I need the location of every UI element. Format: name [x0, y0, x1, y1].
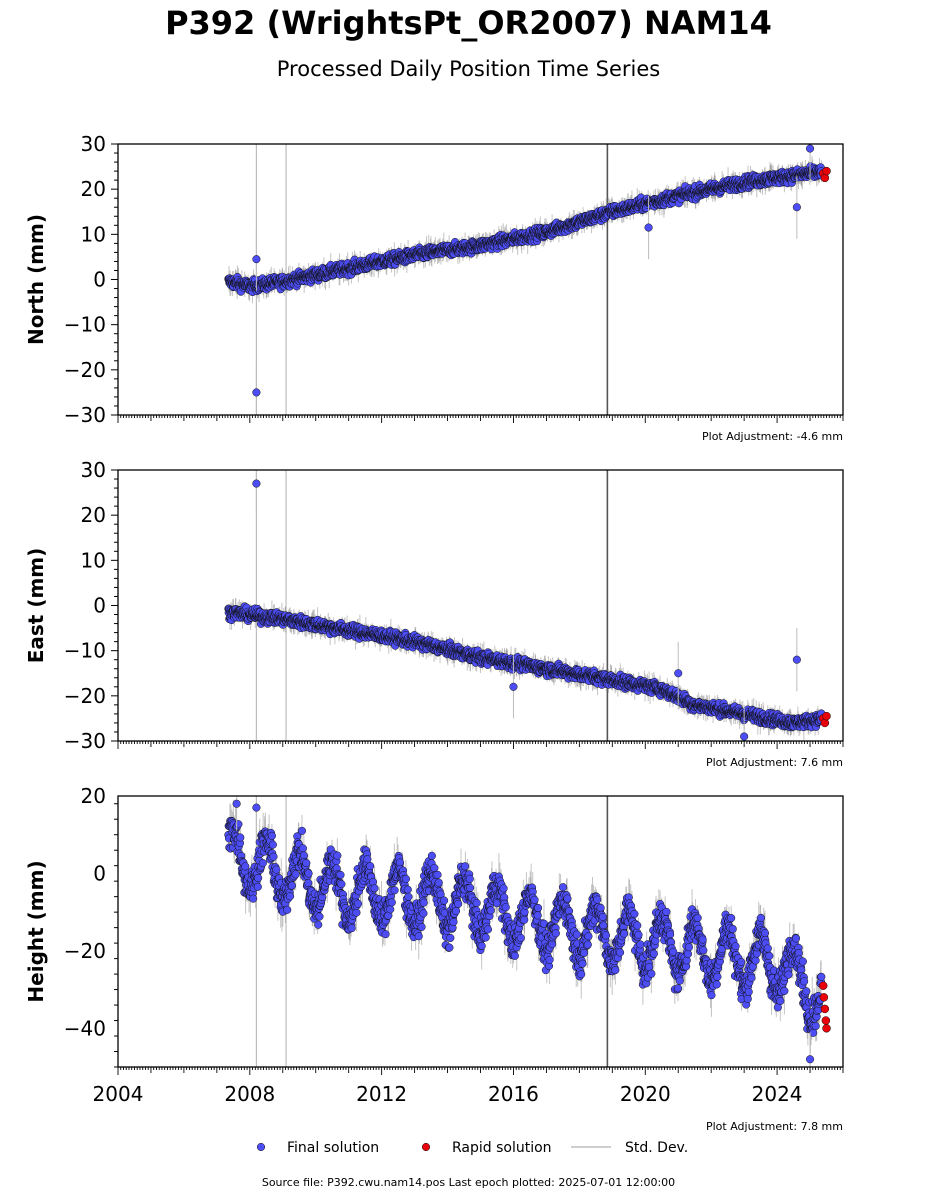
plot-adjustment-label: Plot Adjustment: -4.6 mm — [702, 430, 843, 443]
final-solution-point — [252, 255, 261, 264]
y-tick-label: −10 — [64, 313, 106, 337]
y-tick-label: −20 — [64, 358, 106, 382]
final-solution-point — [644, 223, 653, 232]
final-solution-point — [805, 144, 815, 153]
y-tick-label: 30 — [81, 132, 106, 156]
final-solution-series — [224, 470, 826, 741]
y-tick-label: 0 — [93, 268, 106, 292]
final-solution-point — [252, 388, 261, 397]
rapid-solution-point — [822, 166, 831, 176]
plot-area — [224, 470, 831, 741]
y-axis-label: North (mm) — [24, 214, 48, 345]
panel-1: −30 −20 −10 0 10 20 30 North (mm) Plot Adjustmen… — [24, 132, 844, 443]
final-solution-series — [224, 144, 826, 415]
rapid-solution-series — [818, 166, 831, 183]
y-tick-label: 20 — [81, 177, 106, 201]
chart-title: P392 (WrightsPt_OR2007) NAM14 — [165, 4, 772, 42]
plot-area — [224, 144, 831, 415]
y-tick-label: −30 — [64, 403, 106, 427]
y-tick-label: 10 — [81, 222, 106, 246]
final-solution-point — [792, 203, 801, 212]
chart-subtitle: Processed Daily Position Time Series — [276, 57, 661, 81]
